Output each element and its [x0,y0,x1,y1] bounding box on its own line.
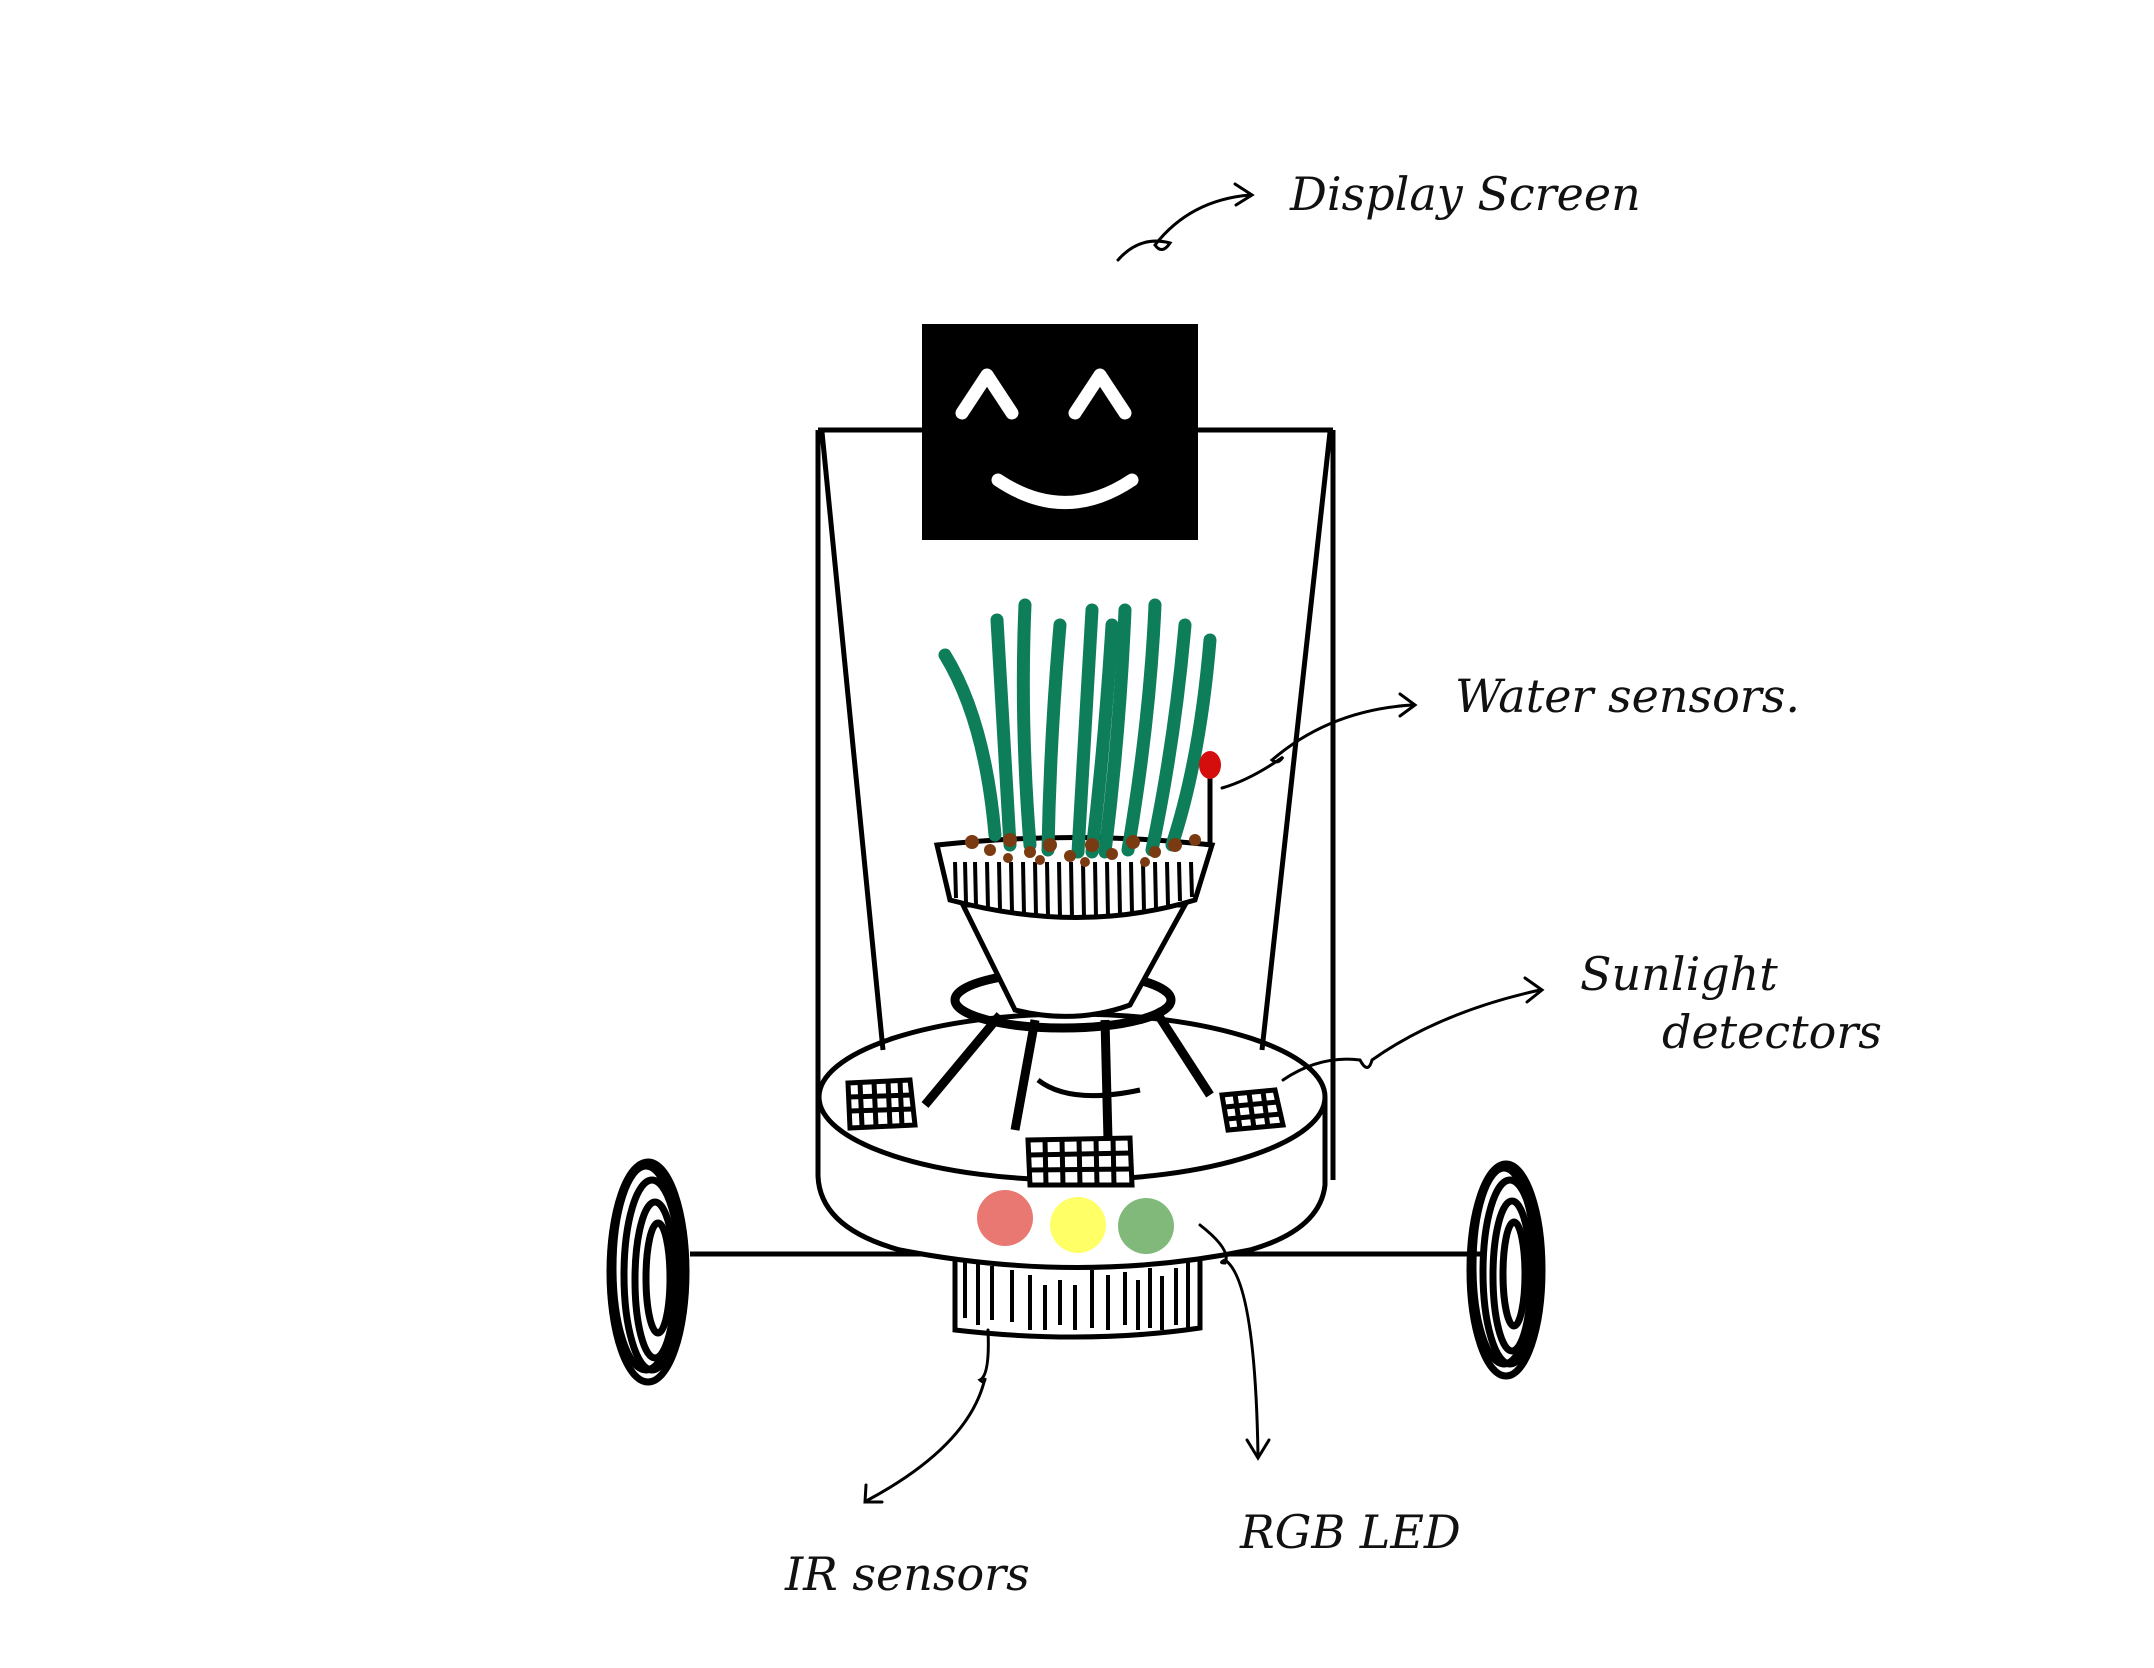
label-display-screen: Display Screen [1289,167,1641,221]
label-detectors: detectors [1662,1005,1882,1059]
label-rgb-led: RGB LED [1239,1505,1461,1559]
enclosure-panel [815,427,1336,1180]
sunlight-detector-left [845,1077,918,1131]
left-wheel [606,1158,690,1386]
sunlight-detector-right [1219,1087,1287,1133]
label-water-sensors: Water sensors. [1455,669,1800,723]
labels: Display Screen Water sensors. Sunlight d… [784,167,1882,1601]
plant-stand [921,967,1214,1141]
rgb-led-yellow [1050,1197,1106,1253]
display-screen [922,324,1198,540]
right-wheel [1466,1160,1546,1380]
plant-pot [933,835,1216,1019]
soil [965,833,1201,867]
label-ir-sensors: IR sensors [784,1547,1030,1601]
rgb-led-red [977,1190,1033,1246]
sunlight-detector-center [1025,1135,1135,1188]
smiley-face [955,368,1139,509]
annotation-arrows [863,182,1545,1504]
plant-leaves [938,598,1217,859]
rgb-led-group [977,1190,1174,1254]
rgb-led-green [1118,1198,1174,1254]
water-sensor [1199,751,1221,845]
label-sunlight: Sunlight [1580,947,1778,1001]
